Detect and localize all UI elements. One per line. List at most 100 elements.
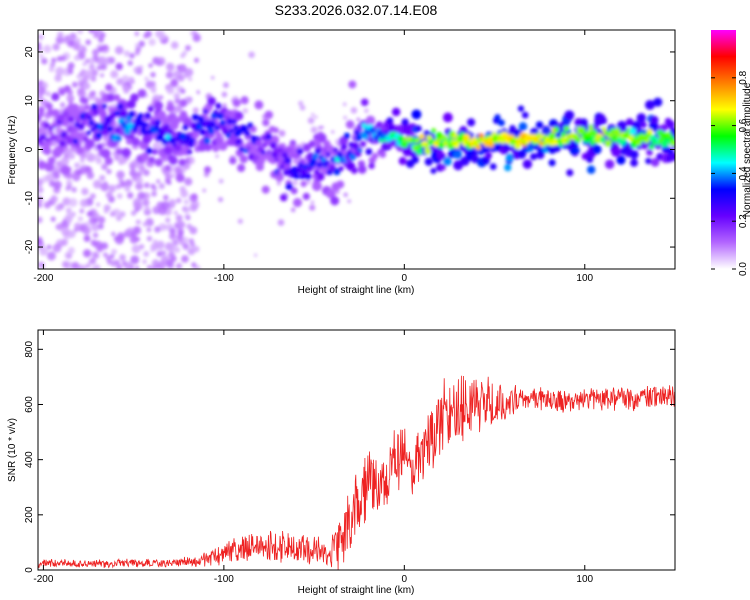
heatmap-cell (59, 89, 66, 96)
heatmap-cell (113, 94, 121, 102)
chart-title: S233.2026.032.07.14.E08 (274, 2, 438, 18)
heatmap-cell (100, 32, 106, 38)
heatmap-cell (314, 147, 322, 155)
colorbar-tick-label: 0.4 (738, 166, 749, 180)
heatmap-cell (261, 142, 268, 148)
heatmap-cell (279, 193, 288, 202)
heatmap-cell (52, 147, 63, 158)
heatmap-cell (650, 157, 660, 167)
heatmap-cell (148, 38, 156, 46)
heatmap-cell (111, 248, 118, 255)
heatmap-cell (158, 33, 166, 41)
heatmap-cell (105, 191, 113, 199)
heatmap-cell (148, 156, 156, 164)
heatmap-cell (189, 203, 198, 212)
heatmap-cell (166, 62, 175, 72)
heatmap-cell (359, 140, 367, 148)
heatmap-cell (138, 65, 144, 70)
heatmap-cell (452, 149, 463, 159)
heatmap-x-ticks: -200 -100 0 100 (33, 30, 594, 284)
heatmap-cell (649, 115, 659, 125)
heatmap-cell (279, 164, 285, 170)
heatmap-cell (163, 123, 170, 130)
heatmap-cell (343, 115, 348, 120)
heatmap-cell (180, 88, 186, 94)
heatmap-cell (85, 138, 95, 149)
heatmap-cell (38, 216, 43, 224)
heatmap-cell (261, 185, 270, 194)
heatmap-cell (38, 44, 43, 52)
heatmap-cell (273, 148, 279, 154)
heatmap-cell (81, 97, 89, 105)
heatmap-cell (313, 169, 320, 175)
heatmap-cell (629, 150, 639, 159)
heatmap-cell (630, 158, 638, 167)
heatmap-cell (66, 254, 72, 259)
heatmap-cell (145, 30, 151, 36)
heatmap-cell (183, 72, 190, 79)
heatmap-cell (115, 62, 123, 71)
heatmap-cell (86, 171, 95, 180)
heatmap-cell (529, 152, 538, 161)
heatmap-cell (165, 71, 174, 79)
heatmap-cell (123, 50, 131, 57)
heatmap-cell (121, 147, 132, 158)
heatmap-cell (100, 242, 109, 250)
heatmap-cell (183, 206, 190, 213)
heatmap-cell (71, 186, 77, 193)
heatmap-cell (142, 221, 148, 227)
heatmap-cell (354, 133, 363, 142)
heatmap-cell (214, 125, 220, 131)
heatmap-cell (343, 192, 348, 198)
heatmap-cell (145, 147, 153, 155)
heatmap-cell (102, 252, 108, 258)
heatmap-cell (269, 141, 277, 150)
heatmap-cell (107, 125, 114, 133)
heatmap-cell (150, 247, 155, 253)
heatmap-cell (191, 262, 197, 268)
heatmap-cell (589, 140, 595, 146)
heatmap-cell (293, 173, 300, 180)
heatmap-cell (142, 259, 147, 264)
heatmap-cell (50, 195, 59, 203)
heatmap-cell (43, 122, 50, 129)
heatmap-cell (133, 67, 139, 73)
heatmap-cell (312, 181, 322, 192)
heatmap-cell (65, 212, 74, 221)
heatmap-cell (72, 42, 80, 50)
heatmap-cell (199, 128, 206, 136)
heatmap-cell (347, 199, 352, 204)
heatmap-cell (73, 55, 80, 61)
colorbar: 0.0 0.2 0.4 0.6 0.8 Normalized spectral ampl… (711, 30, 750, 276)
heatmap-cell (170, 116, 181, 127)
heatmap-cell (646, 149, 653, 156)
heatmap-cell (272, 127, 279, 134)
heatmap-cell (182, 50, 188, 56)
heatmap-cell (419, 133, 425, 140)
heatmap-cell (281, 152, 289, 159)
heatmap-cell (96, 143, 103, 151)
heatmap-cell (411, 109, 422, 120)
y-tick-label: 200 (24, 506, 35, 523)
heatmap-cell (92, 109, 99, 116)
heatmap-cell (564, 110, 575, 121)
heatmap-cell (311, 113, 315, 117)
heatmap-cell (179, 99, 188, 108)
heatmap-cell (66, 94, 73, 101)
heatmap-cell (260, 149, 266, 155)
heatmap-cell (278, 130, 286, 137)
heatmap-cell (336, 180, 345, 189)
heatmap-cell (351, 142, 360, 150)
heatmap-cell (640, 121, 647, 128)
heatmap-cell (137, 112, 144, 119)
heatmap-cell (71, 131, 77, 138)
heatmap-cell (424, 147, 432, 155)
heatmap-cell (152, 206, 159, 213)
heatmap-cell (92, 232, 99, 238)
heatmap-cell (38, 195, 44, 204)
heatmap-cell (91, 49, 100, 57)
heatmap-cell (130, 231, 137, 238)
heatmap-cell (146, 235, 153, 242)
colorbar-tick-label: 0.8 (738, 70, 749, 84)
colorbar-tick-label: 0.2 (738, 214, 749, 228)
